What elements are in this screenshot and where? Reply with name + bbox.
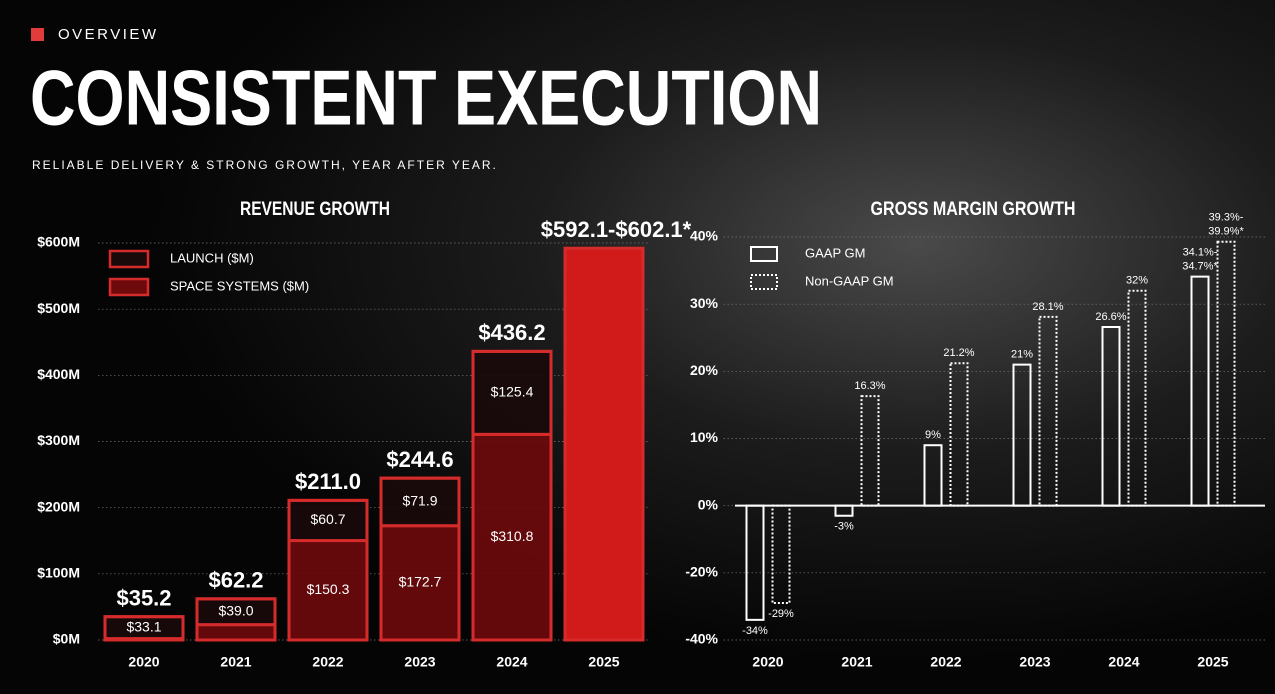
y-tick-label: 20% [690, 362, 719, 378]
bar [1101, 326, 1121, 507]
y-tick-label: $500M [37, 300, 80, 316]
bar [771, 504, 791, 605]
bar [923, 444, 943, 507]
segment-label: $310.8 [491, 528, 534, 544]
legend-label: Non-GAAP GM [805, 273, 894, 288]
bar-total [103, 615, 185, 642]
tag: OVERVIEW [58, 26, 159, 43]
x-tick-label: 2025 [1197, 654, 1228, 670]
total-label: $592.1-$602.1* [541, 217, 692, 242]
bar-total [471, 349, 553, 642]
y-tick-label: 0% [698, 496, 719, 512]
bar-label: 16.3% [854, 380, 885, 392]
bar-total [563, 246, 645, 642]
bar-total [195, 597, 277, 642]
bar [834, 504, 854, 517]
x-tick-label: 2022 [930, 654, 961, 670]
bar-label: 21% [1011, 349, 1033, 361]
total-label: $35.2 [116, 586, 171, 611]
bar [1012, 363, 1032, 507]
segment-label: $39.0 [218, 602, 253, 618]
x-tick-label: 2023 [404, 654, 435, 670]
total-label: $244.6 [386, 447, 453, 472]
y-tick-label: 10% [690, 429, 719, 445]
page-title: CONSISTENT EXECUTION [30, 54, 822, 142]
bar-label: -29% [768, 608, 794, 620]
segment-label: $125.4 [491, 384, 534, 400]
y-tick-label: 30% [690, 295, 719, 311]
y-tick-label: -40% [685, 631, 718, 647]
bar [860, 395, 880, 507]
y-tick-label: $100M [37, 565, 80, 581]
y-tick-label: $0M [53, 631, 80, 647]
total-label: $211.0 [295, 469, 361, 494]
x-tick-label: 2025 [588, 654, 619, 670]
x-tick-label: 2024 [1108, 654, 1139, 670]
bar-label: -34% [742, 625, 768, 637]
x-tick-label: 2021 [220, 654, 251, 670]
y-tick-label: 40% [690, 228, 719, 244]
bar-label: 26.6% [1095, 311, 1126, 323]
subtitle: RELIABLE DELIVERY & STRONG GROWTH, YEAR … [32, 158, 498, 172]
legend-swatch [108, 249, 150, 269]
chart-title: GROSS MARGIN GROWTH [871, 199, 1076, 220]
bar [1127, 289, 1147, 507]
bar-label: 28.1% [1032, 301, 1063, 313]
x-tick-label: 2023 [1019, 654, 1050, 670]
bar [1038, 315, 1058, 507]
legend-swatch [750, 246, 778, 262]
bar [1216, 240, 1236, 507]
legend-label: GAAP GM [805, 245, 865, 260]
legend-swatch [750, 274, 778, 290]
y-tick-label: $200M [37, 498, 80, 514]
segment-label: $150.3 [307, 581, 350, 597]
bar-total [287, 498, 369, 642]
legend-swatch [108, 277, 150, 297]
bar-total [379, 476, 461, 642]
bar-label: 21.2% [943, 347, 974, 359]
segment-label: $172.7 [399, 574, 442, 590]
bar-segment [195, 623, 277, 642]
x-tick-label: 2024 [496, 654, 527, 670]
x-tick-label: 2020 [752, 654, 783, 670]
bar [949, 362, 969, 507]
legend-label: LAUNCH ($M) [170, 250, 254, 265]
legend-label: SPACE SYSTEMS ($M) [170, 278, 309, 293]
bar [1190, 275, 1210, 507]
segment-label: $71.9 [402, 493, 437, 509]
bar [745, 504, 765, 621]
bar-label: 39.3%-39.9%* [1208, 212, 1244, 238]
y-tick-label: -20% [685, 564, 718, 580]
x-tick-label: 2020 [128, 654, 159, 670]
bar-label: 9% [925, 429, 941, 441]
bar-label: 32% [1126, 275, 1148, 287]
y-tick-label: $300M [37, 432, 80, 448]
x-tick-label: 2021 [841, 654, 872, 670]
bar-segment [287, 498, 369, 543]
bar-label: -3% [834, 521, 854, 533]
y-tick-label: $600M [37, 234, 80, 250]
y-tick-label: $400M [37, 366, 80, 382]
tag-icon [31, 28, 44, 41]
segment-label: $60.7 [310, 511, 345, 527]
x-tick-label: 2022 [312, 654, 343, 670]
segment-label: $33.1 [126, 618, 161, 634]
total-label: $436.2 [478, 320, 545, 345]
bar-label: 34.1%-34.7%* [1182, 247, 1218, 273]
chart-title: REVENUE GROWTH [240, 199, 390, 220]
total-label: $62.2 [208, 568, 263, 593]
